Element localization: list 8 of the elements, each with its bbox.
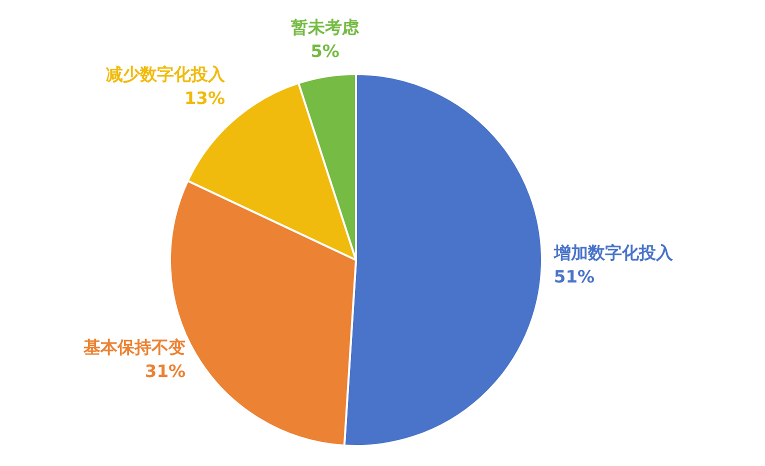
slice-label: 暂未考虑 xyxy=(290,18,360,38)
data-label: 5% xyxy=(310,42,340,62)
data-label: 31% xyxy=(144,362,186,382)
data-label: 13% xyxy=(184,88,226,109)
slice-label: 增加数字化投入 xyxy=(552,244,674,264)
data-label: 51% xyxy=(554,268,595,288)
slice-label: 减少数字化投入 xyxy=(106,64,226,85)
slice-label: 基本保持不变 xyxy=(82,338,186,358)
